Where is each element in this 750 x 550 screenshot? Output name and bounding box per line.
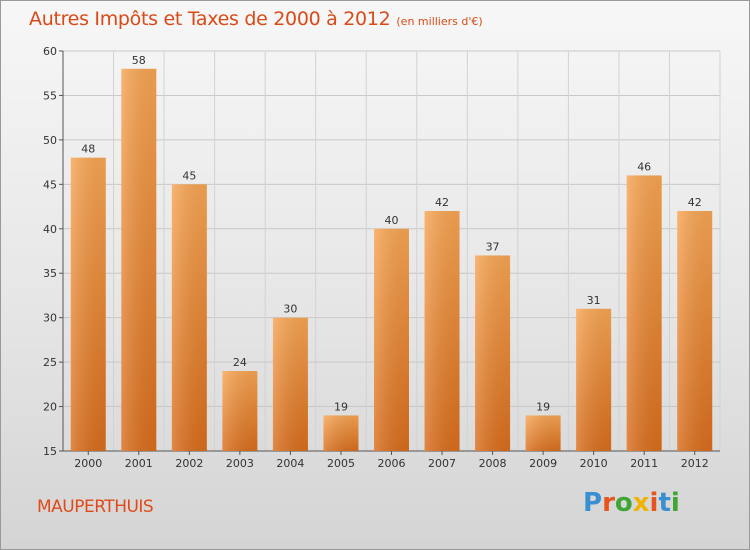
brand-letter: P <box>583 488 603 518</box>
y-tick-label: 20 <box>43 401 57 414</box>
x-tick-label: 2002 <box>175 457 203 470</box>
bar-shade <box>171 184 207 452</box>
bar-shade <box>525 415 561 451</box>
x-tick-label: 2006 <box>378 457 406 470</box>
y-tick-label: 25 <box>43 356 57 369</box>
bar-shade <box>121 68 157 452</box>
bar-shade <box>70 157 106 451</box>
bar-shade <box>323 415 359 451</box>
bar-shade <box>374 228 409 451</box>
place-name: MAUPERTHUIS <box>37 497 154 517</box>
data-label: 19 <box>334 400 348 413</box>
x-tick-label: 2007 <box>428 457 456 470</box>
data-label: 48 <box>81 143 95 156</box>
labels: 15 20 25 30 35 40 45 50 55 60 48 2000 58 2001 45 2002 24… <box>43 45 709 470</box>
data-label: 42 <box>435 196 449 209</box>
x-tick-label: 2000 <box>74 457 102 470</box>
x-tick-label: 2004 <box>276 457 304 470</box>
y-tick-label: 60 <box>43 45 57 58</box>
brand-letter: r <box>602 488 615 518</box>
brand-letter: i <box>670 488 680 518</box>
data-label: 37 <box>486 240 500 253</box>
y-tick-label: 45 <box>43 178 57 191</box>
bar-shade <box>424 211 460 451</box>
y-tick-label: 15 <box>43 445 57 458</box>
data-label: 24 <box>233 356 247 369</box>
y-tick-label: 30 <box>43 312 57 325</box>
x-tick-label: 2009 <box>529 457 557 470</box>
brand-letter: t <box>658 488 671 518</box>
data-label: 30 <box>283 303 297 316</box>
bar-shade <box>626 175 662 451</box>
y-tick-label: 40 <box>43 223 57 236</box>
data-label: 58 <box>132 54 146 67</box>
chart-title: Autres Impôts et Taxes de 2000 à 2012 (en… <box>29 8 483 30</box>
x-tick-label: 2005 <box>327 457 355 470</box>
x-tick-label: 2008 <box>479 457 507 470</box>
brand-letter: x <box>632 488 650 518</box>
data-label: 19 <box>536 400 550 413</box>
bar-shade <box>576 308 612 451</box>
x-tick-label: 2003 <box>226 457 254 470</box>
x-tick-label: 2012 <box>681 457 709 470</box>
brand-logo: Proxiti <box>583 488 680 518</box>
bar-shade <box>272 317 308 451</box>
data-label: 45 <box>182 169 196 182</box>
chart-title-text: Autres Impôts et Taxes de 2000 à 2012 <box>29 8 391 30</box>
y-tick-label: 50 <box>43 134 57 147</box>
data-label: 42 <box>688 196 702 209</box>
x-tick-label: 2010 <box>580 457 608 470</box>
data-label: 31 <box>587 294 601 307</box>
bars <box>70 68 713 452</box>
data-label: 40 <box>385 214 399 227</box>
x-tick-label: 2011 <box>630 457 658 470</box>
bar-shade <box>222 371 258 451</box>
bar-shade <box>677 211 713 451</box>
brand-letter: i <box>649 488 659 518</box>
brand-letter: o <box>614 488 633 518</box>
y-tick-label: 35 <box>43 267 57 280</box>
chart-subtitle: (en milliers d'€) <box>396 15 483 28</box>
bar-shade <box>475 255 511 451</box>
y-tick-label: 55 <box>43 89 57 102</box>
x-tick-label: 2001 <box>125 457 153 470</box>
data-label: 46 <box>637 160 651 173</box>
